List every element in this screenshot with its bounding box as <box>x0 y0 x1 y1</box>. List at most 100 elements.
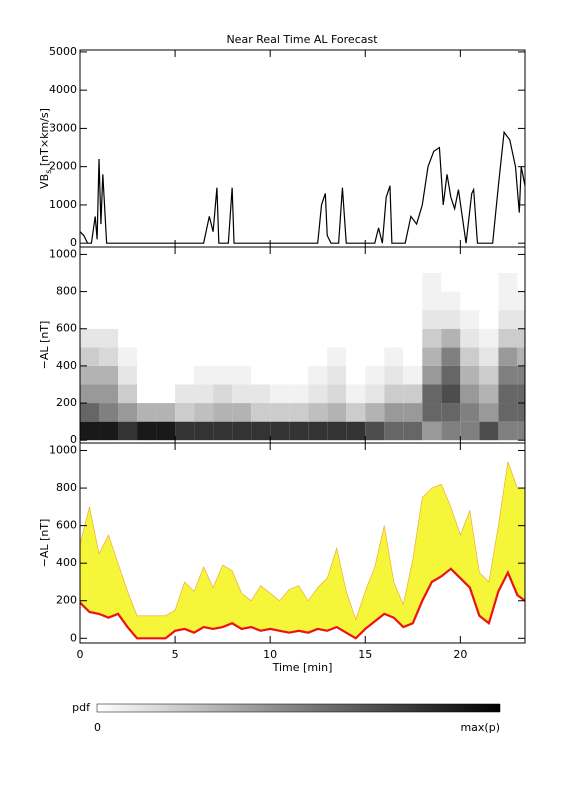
heat-cell <box>403 403 423 422</box>
heat-cell <box>384 254 404 274</box>
heat-cell <box>479 365 499 385</box>
heat-cell <box>365 403 385 422</box>
heat-cell <box>365 421 385 441</box>
y-tick-label: 600 <box>56 519 77 532</box>
heat-cell <box>99 347 119 366</box>
heat-cell <box>346 403 366 422</box>
heat-cell <box>498 347 518 366</box>
heat-cell <box>422 421 442 441</box>
heat-cell <box>327 254 347 274</box>
line <box>80 130 525 244</box>
heat-cell <box>289 421 309 441</box>
heat-cell <box>213 310 233 329</box>
heat-cell <box>441 365 461 385</box>
heat-cell <box>99 365 119 385</box>
y-tick-label: 800 <box>56 285 77 298</box>
chart-title: Near Real Time AL Forecast <box>226 33 378 46</box>
heat-cell <box>422 384 442 404</box>
axes-frame <box>79 442 526 644</box>
heat-cell <box>175 365 195 385</box>
heat-cell <box>460 403 480 422</box>
heat-cell <box>118 403 138 422</box>
heat-cell <box>517 328 525 348</box>
heat-cell <box>460 347 480 366</box>
heat-cell <box>441 421 461 441</box>
heat-cell <box>422 365 442 385</box>
heat-cell <box>270 384 290 404</box>
heat-cell <box>517 403 525 422</box>
heat-cell <box>118 384 138 404</box>
heat-cell <box>213 421 233 441</box>
heat-cell <box>251 273 271 292</box>
heat-cell <box>403 310 423 329</box>
heat-cell <box>80 310 100 329</box>
heat-cell <box>498 421 518 441</box>
heat-cell <box>270 328 290 348</box>
heat-cell <box>517 310 525 329</box>
heat-cell <box>99 403 119 422</box>
x-tick-label: 15 <box>358 648 372 661</box>
heat-cell <box>156 384 176 404</box>
heat-cell <box>403 273 423 292</box>
heat-cell <box>175 328 195 348</box>
heat-cell <box>403 384 423 404</box>
heat-cell <box>213 273 233 292</box>
y-tick-label: 400 <box>56 556 77 569</box>
heat-cell <box>289 384 309 404</box>
heat-cell <box>194 384 214 404</box>
heat-cell <box>213 384 233 404</box>
heat-cell <box>479 273 499 292</box>
heat-cell <box>194 291 214 311</box>
heat-cell <box>175 403 195 422</box>
y-axis-label: −AL [nT] <box>38 519 51 568</box>
heat-cell <box>441 347 461 366</box>
heat-cell <box>384 347 404 366</box>
median-line <box>80 567 525 640</box>
heat-cell <box>232 421 252 441</box>
heat-cell <box>251 254 271 274</box>
heat-cell <box>327 384 347 404</box>
heat-cell <box>479 254 499 274</box>
heat-cell <box>232 365 252 385</box>
heat-cell <box>460 310 480 329</box>
plot-area <box>80 461 525 640</box>
heat-cell <box>289 347 309 366</box>
heat-cell <box>118 421 138 441</box>
heat-cell <box>232 310 252 329</box>
heat-cell <box>384 384 404 404</box>
heat-cell <box>80 347 100 366</box>
y-tick-label: 400 <box>56 359 77 372</box>
heat-cell <box>460 421 480 441</box>
heat-cell <box>156 273 176 292</box>
heat-cell <box>251 403 271 422</box>
heat-cell <box>460 273 480 292</box>
heat-cell <box>365 273 385 292</box>
heat-cell <box>403 254 423 274</box>
heat-cell <box>80 384 100 404</box>
heat-cell <box>194 273 214 292</box>
heat-cell <box>213 365 233 385</box>
heat-cell <box>403 347 423 366</box>
heat-cell <box>289 403 309 422</box>
plot-area <box>80 254 525 441</box>
heat-cell <box>498 310 518 329</box>
heat-cell <box>384 365 404 385</box>
heat-cell <box>80 365 100 385</box>
heat-cell <box>479 421 499 441</box>
heat-cell <box>175 254 195 274</box>
heat-cell <box>213 347 233 366</box>
colorbar-label: pdf <box>72 701 91 714</box>
heat-cell <box>441 328 461 348</box>
heat-cell <box>175 421 195 441</box>
heat-cell <box>118 310 138 329</box>
heat-cell <box>346 384 366 404</box>
x-axis-label: Time [min] <box>272 661 333 674</box>
heat-cell <box>194 310 214 329</box>
y-tick-label: 800 <box>56 481 77 494</box>
y-axis-label: −AL [nT] <box>38 321 51 370</box>
heat-cell <box>80 328 100 348</box>
heat-cell <box>232 347 252 366</box>
x-tick-label: 5 <box>172 648 179 661</box>
band-area <box>80 461 525 639</box>
heat-cell <box>308 273 328 292</box>
